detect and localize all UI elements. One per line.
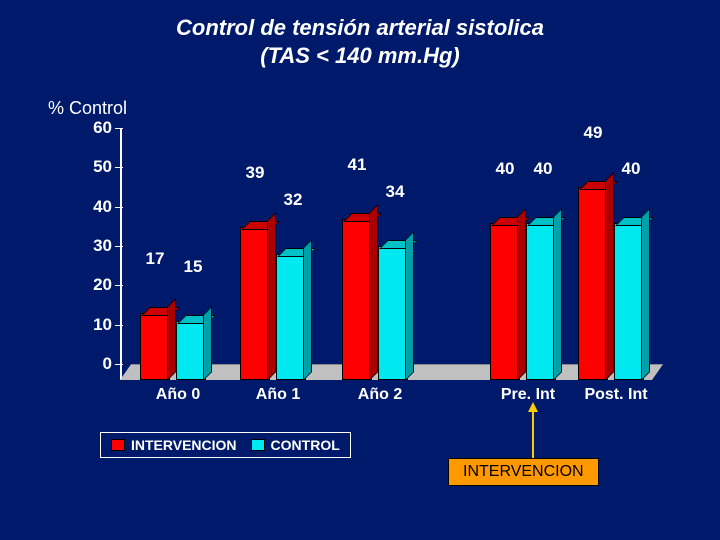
y-tick-label: 20 <box>82 275 112 295</box>
y-tick-label: 30 <box>82 236 112 256</box>
y-tick-label: 50 <box>82 157 112 177</box>
y-tick-mark <box>115 364 123 365</box>
x-tick-label: Año 0 <box>136 386 220 404</box>
value-label: 41 <box>342 155 372 175</box>
bar-control <box>276 254 306 380</box>
callout-arrow <box>532 410 534 458</box>
value-label: 34 <box>380 182 410 202</box>
bar-control <box>614 223 644 380</box>
chart-title: Control de tensión arterial sistolica (T… <box>0 0 720 69</box>
x-tick-label: Año 2 <box>338 386 422 404</box>
bar-intervencion <box>140 313 170 380</box>
x-tick-label: Post. Int <box>574 386 658 404</box>
y-tick-label: 0 <box>82 354 112 374</box>
y-tick-mark <box>115 246 123 247</box>
value-label: 40 <box>616 159 646 179</box>
legend-item-control: CONTROL <box>251 437 340 453</box>
bar-chart: 17153932413440404940 0102030405060 Año 0… <box>80 128 652 418</box>
legend-swatch-intervencion <box>111 439 125 451</box>
title-line-1: Control de tensión arterial sistolica <box>176 15 544 40</box>
bar-control <box>378 246 408 380</box>
y-tick-label: 40 <box>82 197 112 217</box>
value-label: 39 <box>240 163 270 183</box>
bar-intervencion <box>490 223 520 380</box>
y-tick-mark <box>115 128 123 129</box>
y-tick-mark <box>115 325 123 326</box>
plot-area: 17153932413440404940 <box>120 128 652 380</box>
value-label: 49 <box>578 123 608 143</box>
bar-intervencion <box>578 187 608 380</box>
legend-label-control: CONTROL <box>271 437 340 453</box>
bar-control <box>526 223 556 380</box>
title-line-2: (TAS < 140 mm.Hg) <box>260 43 459 68</box>
callout-label: INTERVENCION <box>463 463 584 480</box>
y-tick-mark <box>115 167 123 168</box>
legend-label-intervencion: INTERVENCION <box>131 437 237 453</box>
y-tick-label: 10 <box>82 315 112 335</box>
value-label: 32 <box>278 190 308 210</box>
legend-swatch-control <box>251 439 265 451</box>
bar-intervencion <box>240 227 270 380</box>
value-label: 40 <box>528 159 558 179</box>
y-tick-mark <box>115 285 123 286</box>
value-label: 40 <box>490 159 520 179</box>
bar-intervencion <box>342 219 372 380</box>
value-label: 17 <box>140 249 170 269</box>
legend: INTERVENCION CONTROL <box>100 432 351 458</box>
callout-box: INTERVENCION <box>448 458 599 486</box>
y-axis-label: % Control <box>48 98 127 119</box>
value-label: 15 <box>178 257 208 277</box>
y-tick-label: 60 <box>82 118 112 138</box>
legend-item-intervencion: INTERVENCION <box>111 437 237 453</box>
x-tick-label: Año 1 <box>236 386 320 404</box>
y-tick-mark <box>115 207 123 208</box>
bar-control <box>176 321 206 380</box>
